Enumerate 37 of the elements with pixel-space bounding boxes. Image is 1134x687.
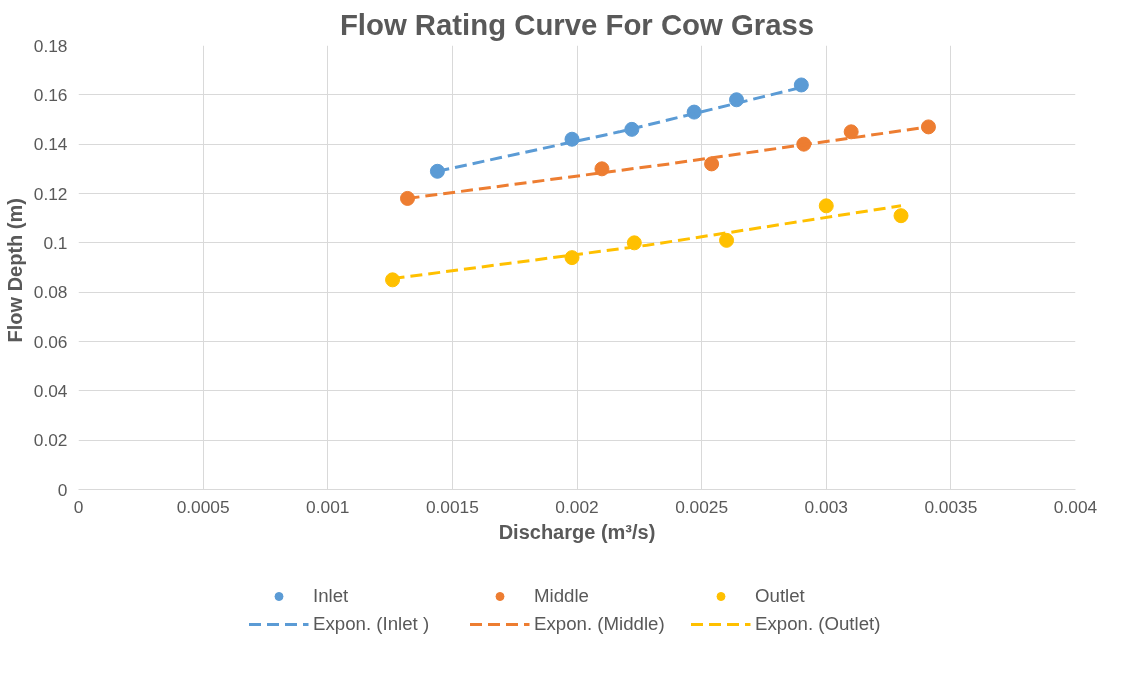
x-tick-label: 0.003 xyxy=(804,496,848,517)
y-axis-title: Flow Depth (m) xyxy=(3,198,26,343)
y-tick-label: 0.14 xyxy=(33,134,68,155)
y-tick-label: 0.12 xyxy=(33,183,68,204)
x-tick-label: 0.004 xyxy=(1053,496,1098,517)
point xyxy=(920,119,936,135)
y-tick-label: 0.06 xyxy=(33,331,68,352)
x-tick-label: 0.0005 xyxy=(176,496,230,517)
point xyxy=(400,190,416,206)
point xyxy=(818,198,834,214)
point xyxy=(719,232,735,248)
chart-title: Flow Rating Curve For Cow Grass xyxy=(339,7,815,41)
point xyxy=(843,124,859,140)
point xyxy=(704,156,720,172)
y-tick-label: 0.02 xyxy=(33,430,68,451)
x-tick-label: 0.0025 xyxy=(675,496,729,517)
x-tick-label: 0.0035 xyxy=(924,496,978,517)
legend-label: Inlet xyxy=(313,585,350,607)
y-tick-label: 0.08 xyxy=(33,282,68,303)
x-tick-label: 0.001 xyxy=(306,496,350,517)
point xyxy=(893,208,909,224)
x-axis-title: Discharge (m³/s) xyxy=(498,520,656,543)
x-tick-label: 0.0015 xyxy=(425,496,479,517)
y-tick-label: 0.16 xyxy=(33,84,68,105)
legend-label: Expon. (Outlet) xyxy=(755,613,882,635)
point xyxy=(385,272,401,288)
legend-label: Outlet xyxy=(755,585,806,607)
legend-label: Expon. (Inlet ) xyxy=(313,613,431,635)
legend-label: Middle xyxy=(534,585,590,607)
y-tick-label: 0.04 xyxy=(33,380,68,401)
x-tick-label: 0.002 xyxy=(555,496,599,517)
legend-label: Expon. (Middle) xyxy=(534,613,666,635)
x-tick-label: 0 xyxy=(73,496,84,517)
y-tick-label: 0 xyxy=(57,479,68,500)
point xyxy=(793,77,809,93)
y-tick-label: 0.18 xyxy=(33,35,68,56)
y-tick-label: 0.1 xyxy=(43,232,68,253)
